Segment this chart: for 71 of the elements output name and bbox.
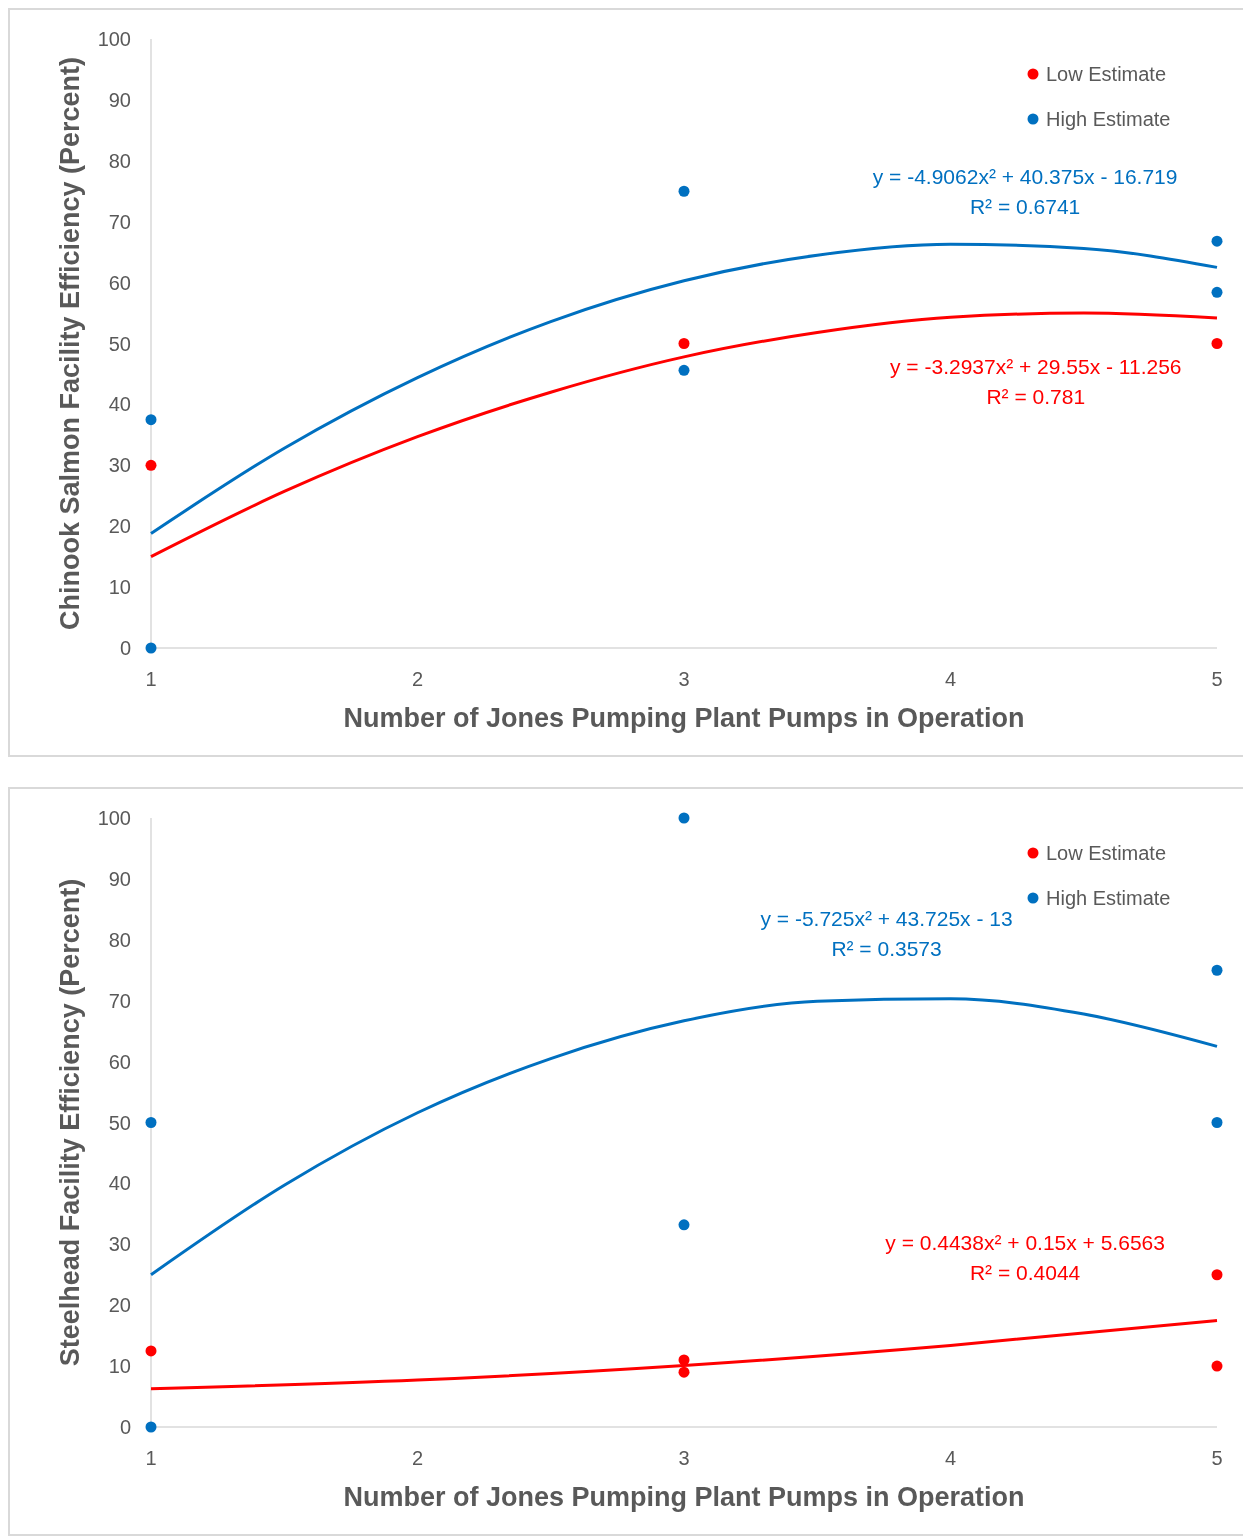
annotation: R² = 0.3573 bbox=[831, 937, 942, 961]
point bbox=[1211, 964, 1223, 976]
point bbox=[1211, 1360, 1223, 1372]
y-axis-title: Chinook Salmon Facility Efficiency (Percent) bbox=[55, 56, 85, 631]
y-tick-label: 10 bbox=[108, 1355, 131, 1378]
point bbox=[145, 459, 157, 471]
y-tick-label: 70 bbox=[108, 210, 131, 233]
legend-label: Low Estimate bbox=[1046, 63, 1167, 85]
point bbox=[1211, 235, 1223, 247]
point bbox=[678, 185, 690, 197]
annotation: R² = 0.6741 bbox=[969, 194, 1081, 218]
line-series bbox=[149, 242, 1219, 536]
legend-label: Low Estimate bbox=[1046, 842, 1167, 864]
y-tick-label: 40 bbox=[108, 393, 131, 416]
x-tick-label: 1 bbox=[145, 668, 157, 690]
x-tick-label: 3 bbox=[678, 668, 690, 690]
annotation: y = 0.4438x² + 0.15x + 5.6563 bbox=[885, 1231, 1165, 1255]
y-tick-label: 40 bbox=[108, 1172, 131, 1195]
legend-label: High Estimate bbox=[1046, 108, 1171, 130]
point bbox=[145, 642, 157, 654]
y-tick-label: 10 bbox=[108, 576, 131, 599]
x-tick-label: 4 bbox=[944, 1447, 957, 1469]
legend-label: High Estimate bbox=[1046, 887, 1171, 909]
y-tick-label: 50 bbox=[108, 1111, 131, 1134]
x-tick-label: 1 bbox=[145, 1447, 157, 1469]
annotation: y = -3.2937x² + 29.55x - 11.256 bbox=[890, 354, 1182, 378]
annotation: R² = 0.4044 bbox=[969, 1261, 1081, 1285]
x-axis-title: Number of Jones Pumping Plant Pumps in Operation bbox=[343, 703, 1025, 733]
y-tick-label: 100 bbox=[97, 807, 131, 829]
y-tick-label: 90 bbox=[108, 867, 131, 890]
y-tick-label: 0 bbox=[119, 1416, 131, 1438]
point bbox=[678, 1366, 690, 1378]
line-series bbox=[149, 311, 1219, 559]
point bbox=[145, 1345, 157, 1357]
point bbox=[145, 1117, 157, 1128]
annotation: y = -4.9062x² + 40.375x - 16.719 bbox=[872, 164, 1178, 188]
x-tick-label: 2 bbox=[411, 1447, 424, 1469]
point bbox=[145, 414, 157, 426]
point bbox=[678, 1354, 690, 1366]
y-tick-label: 50 bbox=[108, 332, 131, 355]
x-tick-label: 2 bbox=[411, 668, 424, 690]
x-tick-label: 4 bbox=[944, 668, 957, 690]
line-series bbox=[149, 1318, 1219, 1391]
point bbox=[1211, 1269, 1223, 1281]
y-tick-label: 100 bbox=[97, 28, 131, 50]
y-tick-label: 0 bbox=[119, 637, 131, 659]
point bbox=[678, 812, 690, 824]
annotation: R² = 0.781 bbox=[986, 384, 1086, 408]
y-tick-label: 60 bbox=[108, 1050, 131, 1073]
y-tick-label: 70 bbox=[108, 989, 131, 1012]
y-tick-label: 30 bbox=[108, 1233, 131, 1256]
x-tick-label: 5 bbox=[1211, 668, 1223, 690]
y-axis-title: Steelhead Facility Efficiency (Percent) bbox=[55, 878, 85, 1367]
point bbox=[1211, 1117, 1223, 1128]
y-tick-label: 30 bbox=[108, 454, 131, 477]
point bbox=[678, 338, 690, 349]
y-tick-label: 20 bbox=[108, 1294, 131, 1317]
y-tick-label: 60 bbox=[108, 271, 131, 294]
y-tick-label: 80 bbox=[108, 149, 131, 172]
x-tick-label: 3 bbox=[678, 1447, 690, 1469]
y-tick-label: 90 bbox=[108, 88, 131, 111]
y-tick-label: 80 bbox=[108, 928, 131, 951]
x-tick-label: 5 bbox=[1211, 1447, 1223, 1469]
y-tick-label: 20 bbox=[108, 515, 131, 538]
point bbox=[1211, 286, 1223, 298]
point bbox=[678, 364, 690, 376]
annotation: y = -5.725x² + 43.725x - 13 bbox=[760, 907, 1013, 931]
x-axis-title: Number of Jones Pumping Plant Pumps in Operation bbox=[343, 1482, 1025, 1512]
point bbox=[678, 1219, 690, 1231]
point bbox=[1211, 338, 1223, 349]
point bbox=[145, 1421, 157, 1433]
